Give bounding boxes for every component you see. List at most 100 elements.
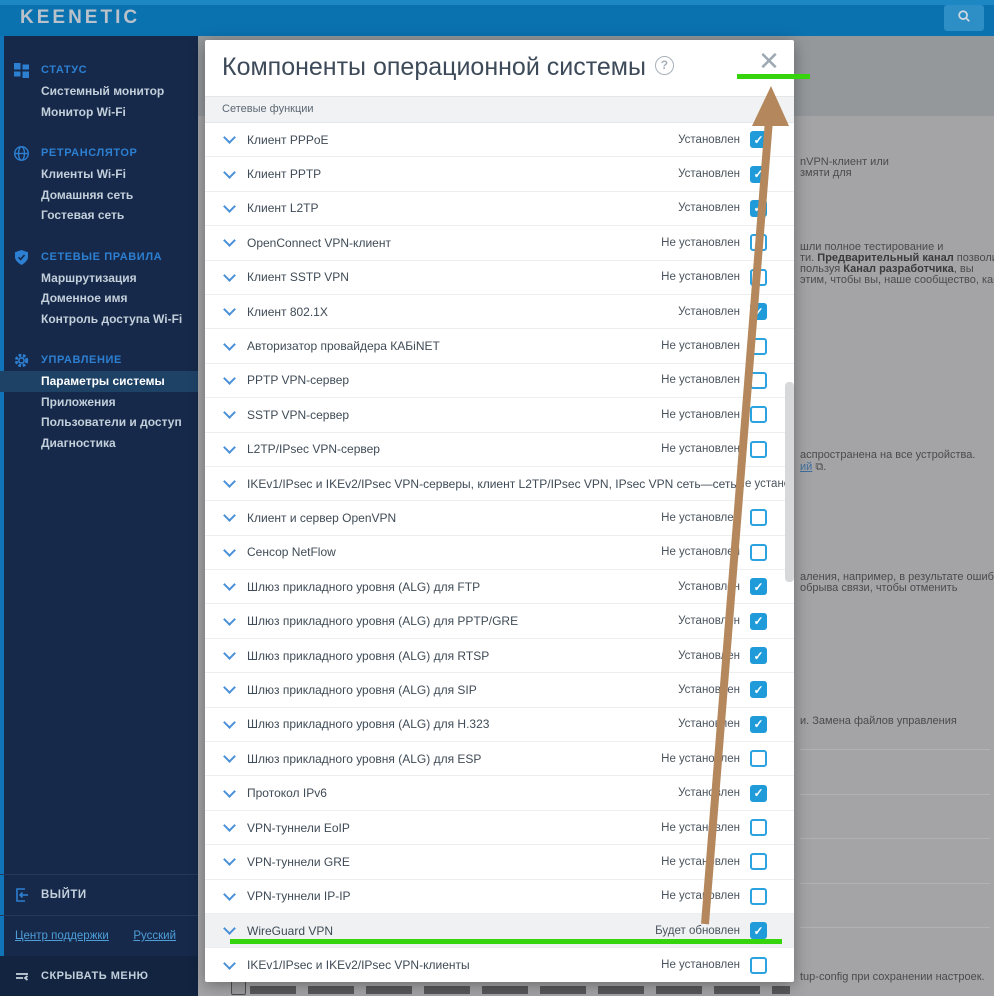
background-text-fragment: шли полное тестирование и <box>800 241 944 253</box>
component-checkbox[interactable] <box>750 371 767 389</box>
close-icon[interactable]: ✕ <box>758 46 780 76</box>
component-status: Будет обновлен <box>655 924 740 937</box>
component-label: Сенсор NetFlow <box>247 545 336 560</box>
component-checkbox[interactable] <box>750 853 767 871</box>
collapse-menu-icon <box>13 969 31 987</box>
sidebar-accent-bar <box>0 36 4 996</box>
chevron-down-icon[interactable] <box>223 922 236 936</box>
sidebar-item[interactable]: Диагностика <box>41 435 116 450</box>
component-checkbox[interactable] <box>750 887 767 905</box>
component-checkbox[interactable]: ✓ <box>750 715 767 733</box>
sidebar-item[interactable]: Гостевая сеть <box>41 208 125 222</box>
chevron-down-icon[interactable] <box>223 131 236 145</box>
chevron-down-icon[interactable] <box>223 544 236 557</box>
background-text-fragment: пользуя Канал разработчика, вы <box>800 263 974 275</box>
chevron-down-icon[interactable] <box>223 372 236 385</box>
component-checkbox[interactable] <box>750 819 767 836</box>
component-status: Не установлен <box>661 374 740 387</box>
chevron-down-icon[interactable] <box>223 337 236 351</box>
component-checkbox[interactable] <box>750 337 767 355</box>
component-checkbox[interactable] <box>750 234 767 252</box>
chevron-down-icon[interactable] <box>223 681 236 695</box>
sidebar-section-label: СТАТУС <box>0 60 198 81</box>
chevron-down-icon[interactable] <box>223 612 236 626</box>
component-checkbox[interactable] <box>750 956 767 974</box>
modal-scrollbar[interactable] <box>785 382 794 582</box>
sidebar-item[interactable]: Клиенты Wi-Fi <box>41 167 126 181</box>
component-label: OpenConnect VPN-клиент <box>247 235 391 250</box>
component-checkbox[interactable]: ✓ <box>750 199 767 217</box>
component-checkbox[interactable]: ✓ <box>750 131 767 149</box>
chevron-down-icon[interactable] <box>223 647 236 660</box>
chevron-down-icon[interactable] <box>223 165 236 179</box>
component-checkbox[interactable]: ✓ <box>750 784 767 802</box>
component-row: VPN-туннели GRE Не установлен <box>205 845 794 880</box>
component-checkbox[interactable]: ✓ <box>750 922 767 940</box>
sidebar-item[interactable]: Системный монитор <box>41 84 165 98</box>
chevron-down-icon[interactable] <box>223 509 236 523</box>
component-label: Шлюз прикладного уровня (ALG) для FTP <box>247 579 481 594</box>
system-components-dialog: Компоненты операционной системы? ✕ Сетев… <box>205 40 794 982</box>
chevron-down-icon[interactable] <box>223 406 236 420</box>
sidebar-item[interactable]: Домашняя сеть <box>41 187 134 202</box>
globe-icon <box>13 145 30 162</box>
hide-menu-button[interactable]: СКРЫВАТЬ МЕНЮ <box>0 956 198 996</box>
chevron-down-icon[interactable] <box>223 853 236 867</box>
component-row: Сенсор NetFlow Не установлен <box>205 536 794 571</box>
component-status: Установлен <box>678 718 740 731</box>
component-label: Шлюз прикладного уровня (ALG) для SIP <box>247 682 477 697</box>
component-checkbox[interactable] <box>750 543 767 561</box>
sidebar-item[interactable]: Параметры системы <box>0 371 198 392</box>
sidebar-item[interactable]: Пользователи и доступ <box>41 415 182 429</box>
component-checkbox[interactable]: ✓ <box>750 165 767 183</box>
component-checkbox[interactable]: ✓ <box>750 578 767 596</box>
background-text-fragment: аспространена на все устройства. <box>800 449 976 461</box>
logout-label: ВЫЙТИ <box>41 889 87 901</box>
chevron-down-icon[interactable] <box>223 819 236 832</box>
component-checkbox[interactable]: ✓ <box>750 612 767 630</box>
background-divider <box>800 883 990 884</box>
sidebar-item[interactable]: Контроль доступа Wi-Fi <box>41 311 183 326</box>
chevron-down-icon[interactable] <box>223 887 236 901</box>
chevron-down-icon[interactable] <box>223 715 236 729</box>
sidebar-item[interactable]: Приложения <box>41 394 116 409</box>
chevron-down-icon[interactable] <box>223 578 236 592</box>
component-row: PPTP VPN-сервер Не установлен <box>205 364 794 399</box>
chevron-down-icon[interactable] <box>223 750 236 764</box>
chevron-down-icon[interactable] <box>223 200 236 213</box>
sidebar-section-label: СЕТЕВЫЕ ПРАВИЛА <box>0 247 198 268</box>
component-status: Не установлен <box>661 236 740 249</box>
background-text-fragment: змяти для <box>800 167 852 179</box>
component-checkbox[interactable]: ✓ <box>750 647 767 665</box>
component-checkbox[interactable]: ✓ <box>750 681 767 699</box>
chevron-down-icon[interactable] <box>223 475 236 488</box>
chevron-down-icon[interactable] <box>223 956 236 970</box>
component-status: Установлен <box>678 202 740 215</box>
sidebar-item[interactable]: Доменное имя <box>41 291 128 305</box>
component-checkbox[interactable] <box>750 509 767 527</box>
component-label: WireGuard VPN <box>247 923 334 938</box>
sidebar-item[interactable]: Маршрутизация <box>41 270 137 285</box>
search-button[interactable] <box>944 5 984 31</box>
gear-icon <box>13 352 30 369</box>
sidebar-item[interactable]: Монитор Wi-Fi <box>41 104 126 119</box>
language-link[interactable]: Русский <box>133 930 176 942</box>
chevron-down-icon[interactable] <box>223 234 236 248</box>
chevron-down-icon[interactable] <box>223 303 236 317</box>
component-checkbox[interactable] <box>750 268 767 286</box>
component-checkbox[interactable] <box>750 750 767 768</box>
component-checkbox[interactable]: ✓ <box>750 303 767 321</box>
logout-button[interactable]: ВЫЙТИ <box>0 874 198 915</box>
support-center-link[interactable]: Центр поддержки <box>15 930 109 942</box>
chevron-down-icon[interactable] <box>223 784 236 798</box>
chevron-down-icon[interactable] <box>223 268 236 282</box>
chevron-down-icon[interactable] <box>223 440 236 454</box>
component-checkbox[interactable] <box>750 440 767 458</box>
annotation-highlight-line-wireguard <box>230 939 782 944</box>
component-checkbox[interactable] <box>750 406 767 424</box>
component-row: Протокол IPv6 Установлен ✓ <box>205 776 794 811</box>
background-divider <box>800 794 990 795</box>
help-icon[interactable]: ? <box>654 56 674 75</box>
top-header: KEENETIC <box>0 0 994 36</box>
component-label: VPN-туннели EoIP <box>247 820 350 835</box>
